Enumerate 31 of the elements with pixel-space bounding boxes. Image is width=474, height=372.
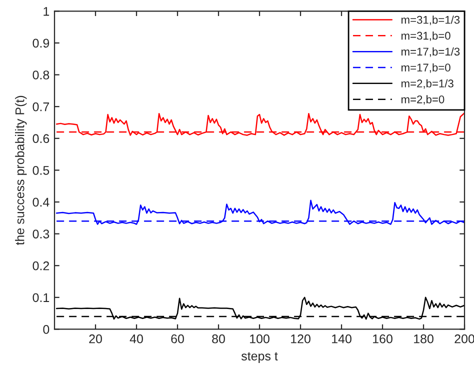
legend-label: m=17,b=1/3	[402, 47, 460, 57]
y-tick-label: 0.6	[32, 134, 50, 144]
x-tick-label: 140	[332, 334, 352, 344]
legend-label: m=17,b=0	[402, 63, 450, 73]
x-tick-label: 80	[212, 334, 225, 344]
y-tick-label: 0.9	[32, 38, 50, 48]
x-tick-label: 20	[89, 334, 102, 344]
y-tick-label: 0.8	[32, 70, 50, 80]
y-tick-label: 0.3	[32, 230, 50, 238]
y-axis-title: the success probability P(t)	[15, 96, 27, 246]
x-tick-label: 100	[250, 334, 270, 344]
y-tick-label: 0.7	[32, 102, 50, 112]
legend-label: m=2,b=0	[402, 95, 444, 105]
x-tick-label: 180	[414, 334, 434, 344]
y-tick-label: 0.1	[32, 293, 50, 302]
y-tick-label: 0.5	[32, 166, 50, 175]
x-tick-label: 120	[291, 334, 310, 344]
x-tick-label: 160	[373, 334, 392, 344]
legend-label: m=2,b=1/3	[402, 79, 454, 89]
y-tick-label: 0.2	[32, 261, 50, 270]
y-tick-label: 1	[44, 7, 50, 16]
x-tick-label: 40	[130, 334, 143, 344]
line-series	[56, 112, 465, 136]
x-tick-label: 200	[454, 334, 474, 344]
y-tick-label: 0.4	[32, 198, 50, 207]
x-axis-title: steps t	[241, 352, 278, 363]
line-series	[56, 296, 465, 320]
legend-label: m=31,b=1/3	[402, 16, 460, 26]
x-tick-label: 60	[171, 334, 184, 344]
y-tick-label: 0	[43, 325, 50, 334]
legend-label: m=31,b=0	[402, 32, 450, 41]
